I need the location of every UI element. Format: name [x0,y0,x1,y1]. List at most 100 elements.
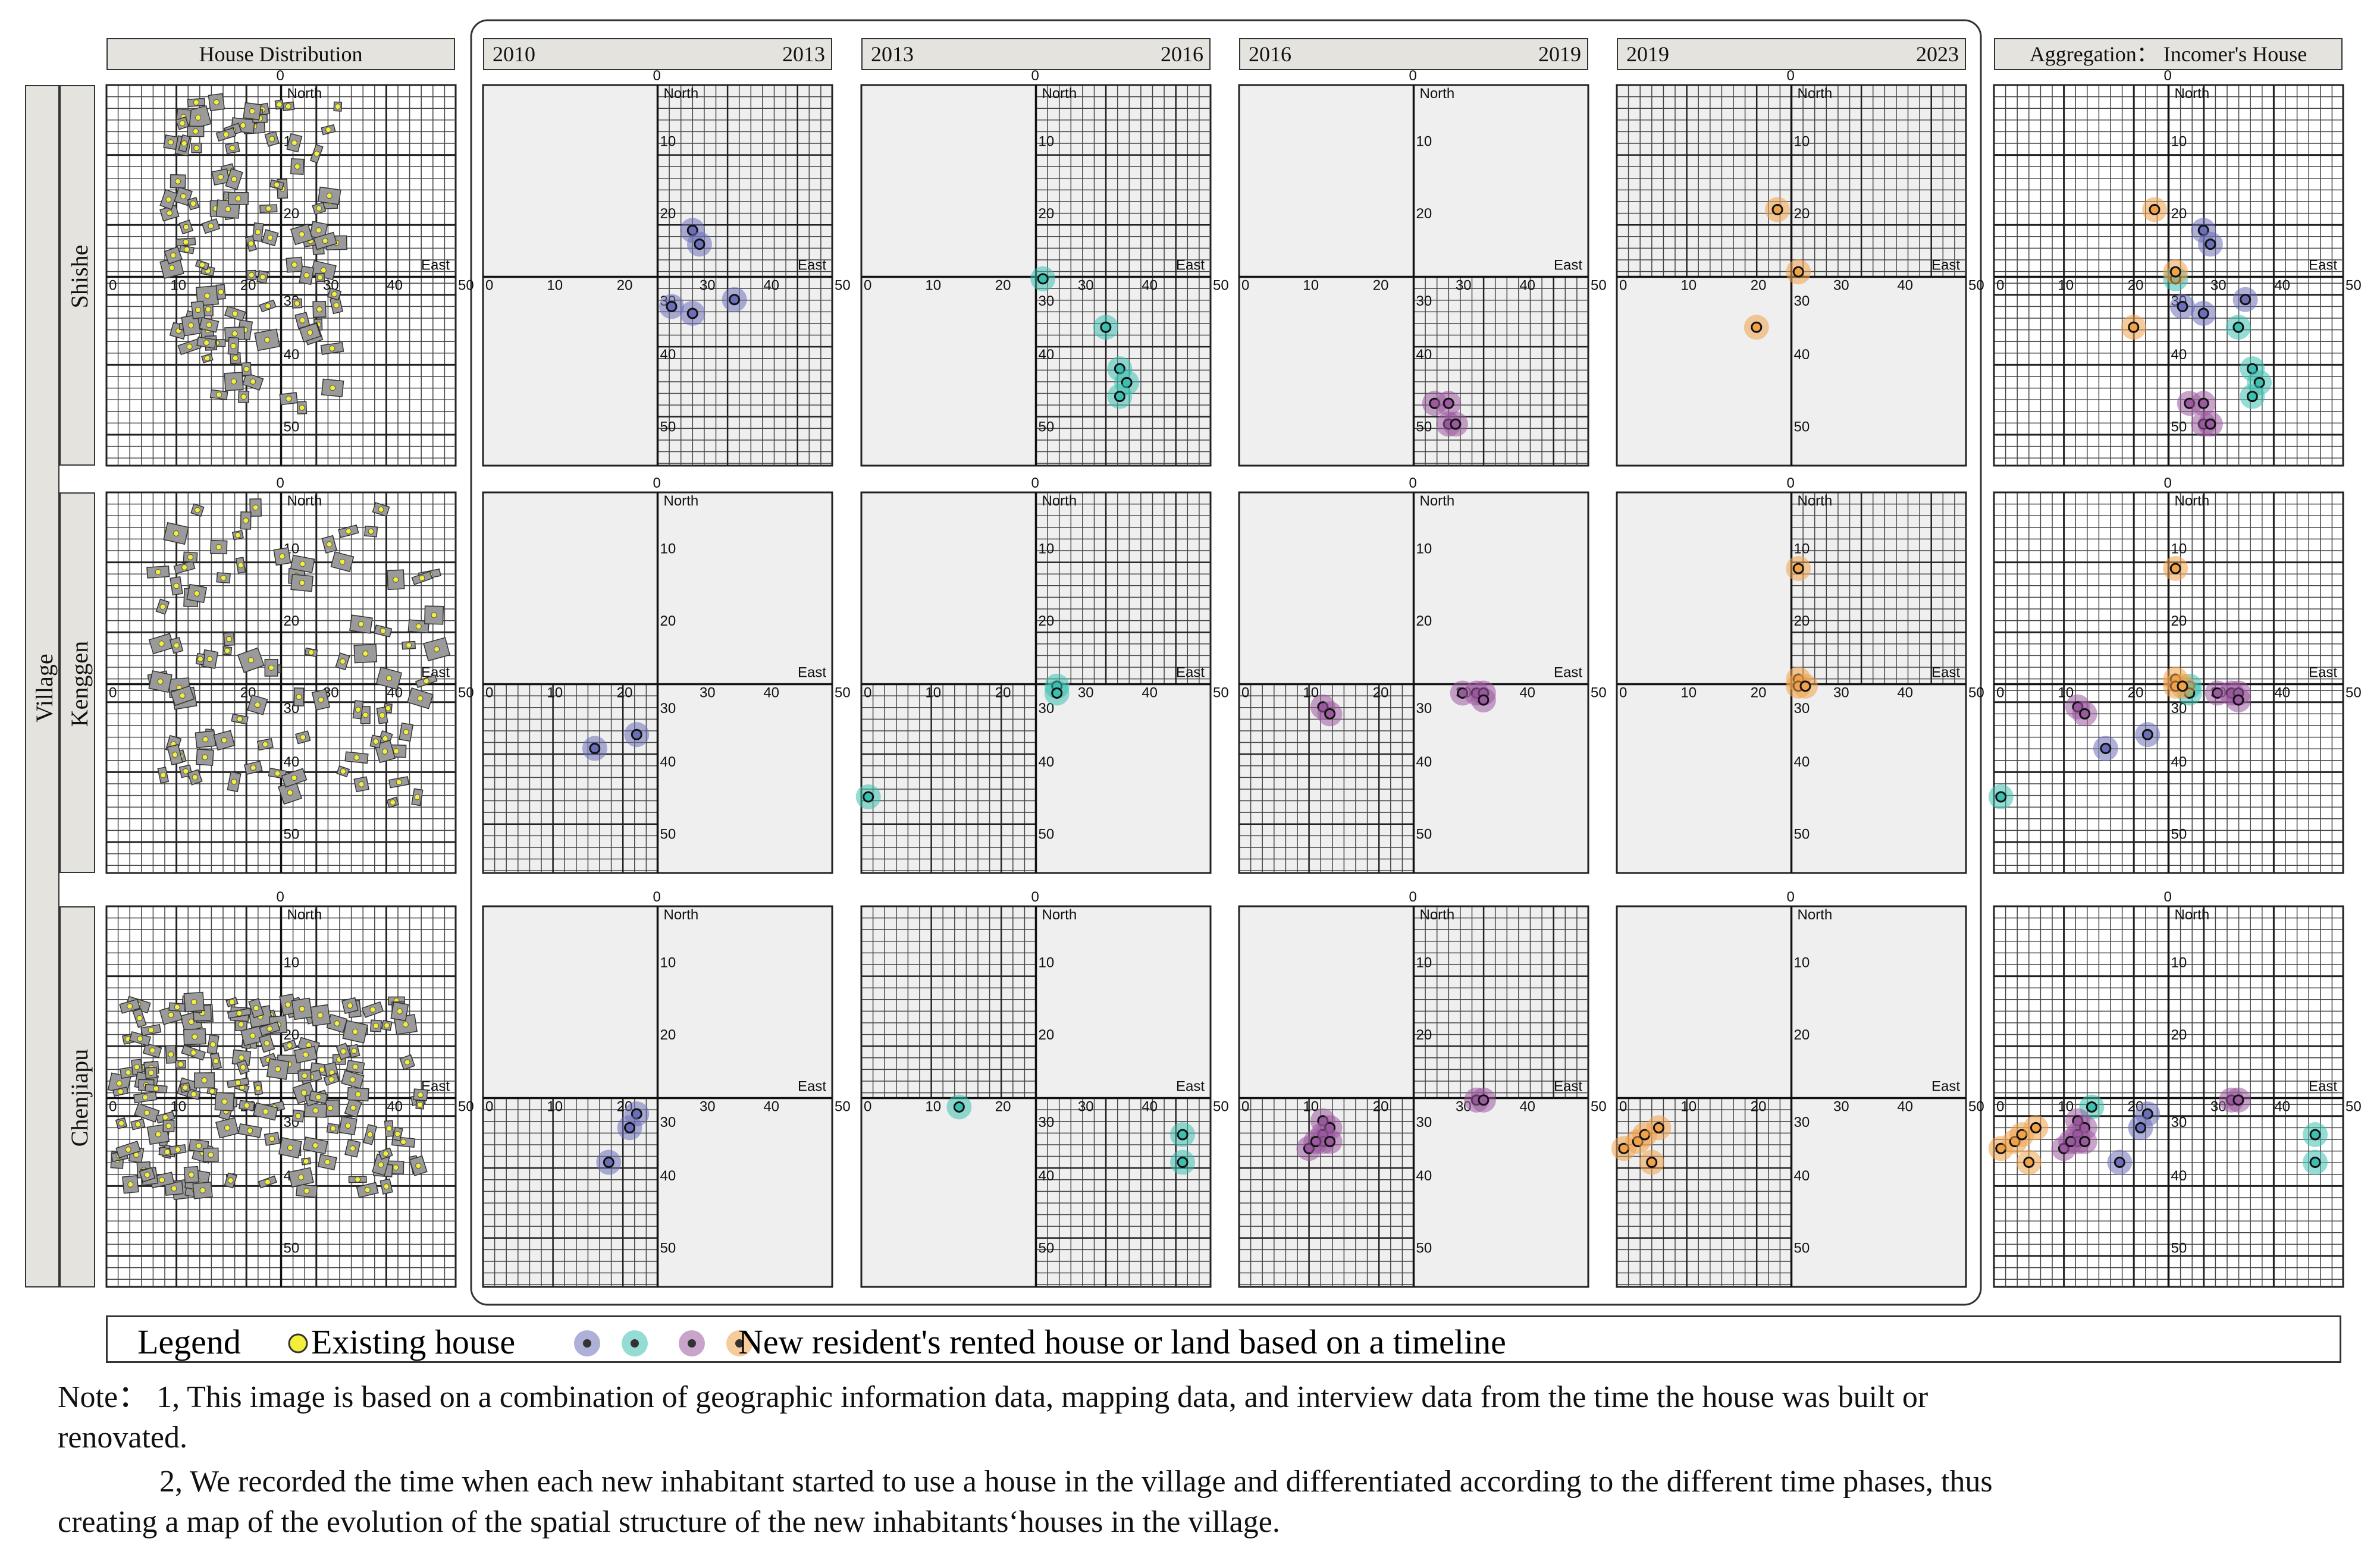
tick-label: 0 [864,1099,871,1115]
existing-house-dot [334,1020,340,1026]
tick-label: 50 [1039,826,1055,842]
existing-house-dot [396,1008,403,1015]
existing-house-dot [227,1177,234,1184]
existing-house-dot [165,196,172,203]
existing-house-dot [173,583,180,589]
legend-existing-label: Existing house [311,1323,516,1361]
header-aggregation-label: Aggregation： Incomer's House [2029,42,2307,66]
existing-house-dot [317,1012,324,1019]
tick-label: 20 [660,613,676,629]
tick-label: 20 [1039,613,1055,629]
existing-house-dot [345,528,352,535]
axis-north-label: North [1420,493,1455,509]
tick-label: 20 [1373,278,1389,294]
existing-house-dot [352,1063,359,1070]
existing-house-dot [134,1121,141,1128]
resident-point [624,1122,636,1133]
tick-label: 30 [1794,1114,1810,1130]
tick-label: 0 [1409,889,1417,905]
existing-house-dot [179,692,186,699]
aggregate-point [2309,1157,2321,1169]
aggregate-point [2100,743,2112,755]
axis-east-label: East [798,257,826,274]
existing-house-dot [325,127,331,133]
tick-label: 30 [1794,701,1810,717]
existing-house-dot [190,1050,197,1056]
tick-label: 0 [109,278,117,294]
tick-label: 20 [617,278,633,294]
aggregate-point [2169,563,2181,574]
resident-point [729,294,741,306]
period-4-end: 2023 [1916,42,1959,66]
axis-north-label: North [1042,86,1077,102]
period-3-start: 2016 [1249,42,1291,66]
resident-point [1652,1122,1664,1133]
aggregate-point [2135,1122,2147,1133]
tick-label: 0 [653,68,661,84]
tick-label: 40 [1897,278,1913,294]
axis-east-label: East [1554,1079,1582,1095]
period-4-start: 2019 [1626,42,1669,66]
tick-label: 30 [1833,278,1849,294]
tick-label: 50 [284,826,300,842]
tick-label: 50 [2171,1240,2187,1256]
existing-house-dot [367,1131,374,1138]
existing-house-dot [228,999,235,1006]
tick-label: 40 [763,278,779,294]
existing-house-dot [384,1022,390,1029]
existing-house-dot [291,140,297,146]
existing-house-dot [285,1001,291,1008]
existing-house-dot [265,205,272,212]
existing-house-dot [193,145,200,151]
tick-label: 10 [1416,954,1432,971]
tick-label: 50 [284,1240,300,1256]
tick-label: 10 [1039,954,1055,971]
existing-house-dot [237,716,243,723]
header-period-1: 2010 2013 [483,38,832,70]
existing-house-dot [419,575,425,581]
tick-label: 0 [1787,68,1795,84]
tick-label: 50 [458,1099,474,1115]
existing-house-dot [238,1054,244,1061]
axis-east-label: East [798,1079,826,1095]
existing-house-dot [205,306,211,313]
existing-house-dot [165,1123,172,1129]
existing-house-dot [372,1023,379,1029]
existing-house-dot [202,736,209,743]
tick-label: 40 [1897,1099,1913,1115]
existing-house-dot [164,1149,171,1155]
existing-house-dot [168,1012,174,1018]
tick-label: 50 [284,419,300,435]
existing-house-dot [295,1113,302,1119]
existing-house-dot [229,145,236,151]
existing-house-dot [221,1098,228,1105]
tick-label: 50 [1968,685,1984,701]
existing-house-dot [179,120,186,127]
tick-label: 0 [864,685,871,701]
resident-point [1324,708,1336,720]
tick-label: 0 [485,1099,493,1115]
legend-period-dots-icon [574,1330,752,1356]
tick-label: 0 [1031,475,1039,491]
existing-house-dot [318,696,324,703]
resident-point [1443,397,1454,409]
tick-label: 40 [1794,754,1810,770]
existing-house-dot [226,636,233,642]
existing-house-dot [279,553,286,560]
aggregate-point [2086,1101,2097,1113]
existing-house-dot [202,754,208,761]
existing-house-dot [234,532,241,538]
existing-house-dot [372,738,379,745]
tick-label: 0 [864,278,871,294]
tick-label: 20 [1039,1027,1055,1043]
resident-point [686,307,698,319]
existing-house-dot [349,1145,356,1152]
tick-label: 10 [547,1099,563,1115]
tick-label: 50 [1416,826,1432,842]
existing-house-dot [195,307,201,313]
row-label-chenjiapu-box: Chenjiapu [59,906,95,1287]
tick-label: 50 [2171,826,2187,842]
tick-label: 50 [2345,1099,2362,1115]
legend-title: Legend [137,1323,241,1361]
